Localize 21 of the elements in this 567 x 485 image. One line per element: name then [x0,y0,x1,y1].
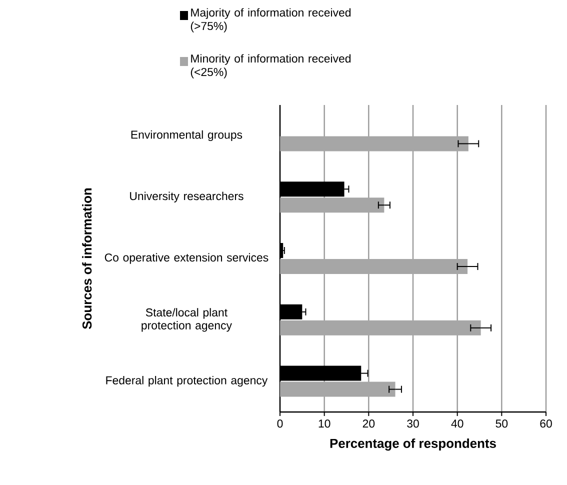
x-tick-label: 20 [362,420,375,428]
bar [280,258,468,274]
x-tick-label: 50 [496,420,508,428]
x-tick-label: 40 [451,420,464,428]
bar [280,136,468,152]
y-tick-label: Environmental groups [131,130,242,142]
y-axis-title: Sources of information [82,188,92,329]
x-axis-title: Percentage of respondents [330,438,496,451]
bar [280,198,384,213]
legend-label: Majority of information received (>75%) [190,8,351,32]
y-tick-label: State/local plant protection agency [142,308,232,332]
bar [280,320,481,336]
x-tick-label: 10 [318,420,330,428]
x-tick-label: 30 [407,420,419,428]
y-tick-label: Co operative extension services [104,253,268,264]
x-tick-label: 60 [540,420,552,428]
y-tick-label: Federal plant protection agency [106,376,268,387]
x-tick-label: 0 [277,420,283,428]
legend-label: Minority of information received (<25%) [190,54,351,78]
bar [280,382,396,397]
y-tick-label: University researchers [130,192,244,202]
